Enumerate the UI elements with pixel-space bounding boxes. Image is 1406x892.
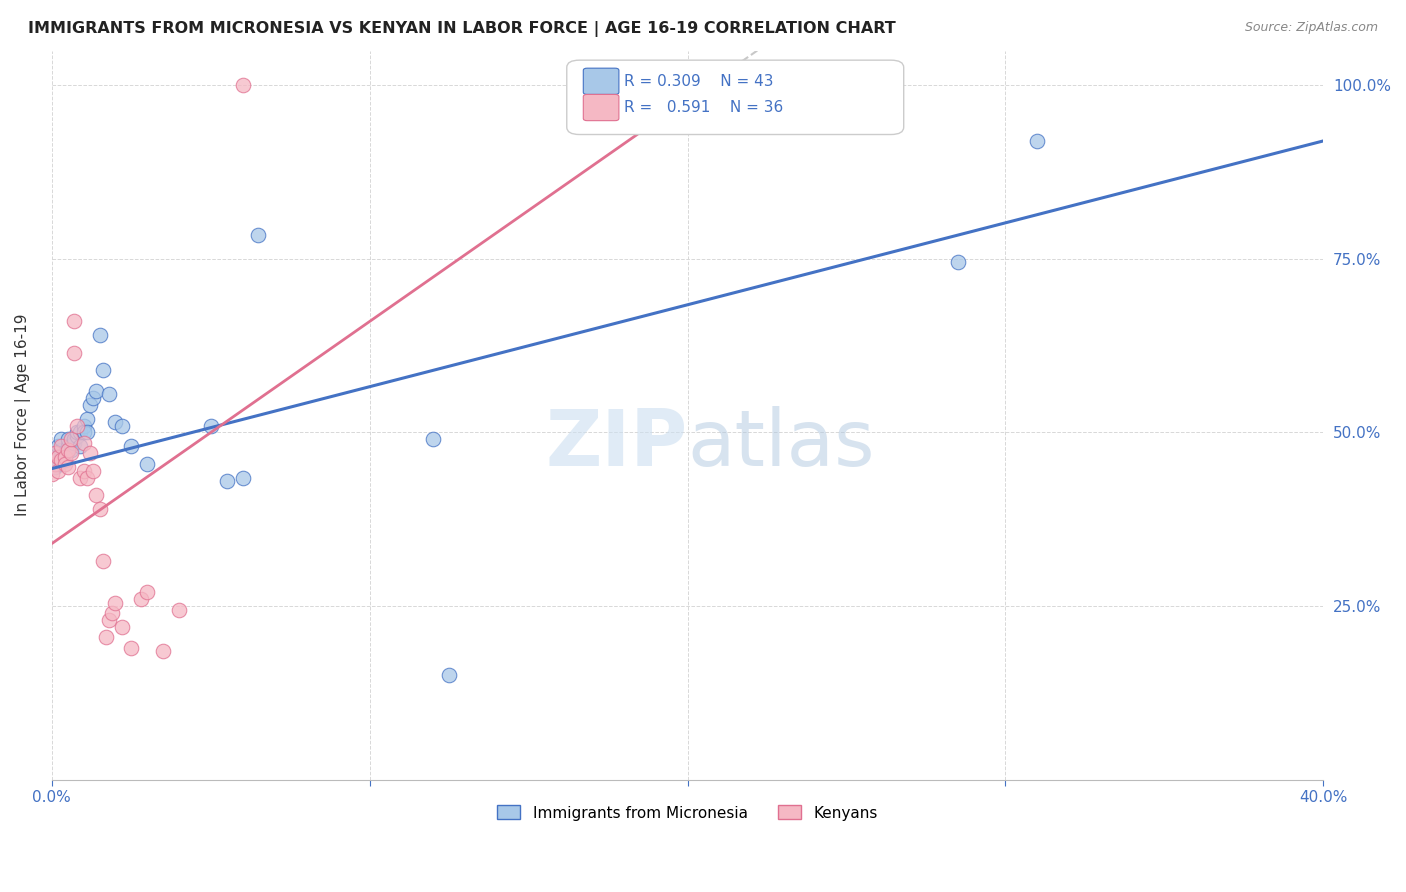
Point xyxy=(76,425,98,440)
Point xyxy=(167,602,190,616)
Point xyxy=(72,436,94,450)
Point xyxy=(232,78,254,93)
Point xyxy=(136,585,159,599)
Point xyxy=(59,433,82,447)
Point xyxy=(247,227,270,242)
Point xyxy=(86,488,108,502)
Point xyxy=(59,439,82,453)
Point xyxy=(72,425,94,440)
Point xyxy=(51,453,73,467)
Point xyxy=(66,429,89,443)
Point xyxy=(69,425,91,440)
Point xyxy=(104,415,127,429)
Point xyxy=(56,442,79,457)
Point xyxy=(63,345,86,359)
Point xyxy=(98,613,121,627)
Point xyxy=(44,446,66,460)
Point xyxy=(76,470,98,484)
Point xyxy=(94,630,117,644)
Point xyxy=(120,640,142,655)
Point xyxy=(53,453,76,467)
Point xyxy=(59,442,82,457)
Text: ZIP: ZIP xyxy=(546,406,688,483)
Point xyxy=(56,433,79,447)
Point xyxy=(41,467,63,482)
Point xyxy=(46,450,69,464)
Point xyxy=(44,457,66,471)
Point xyxy=(46,464,69,478)
Point xyxy=(82,391,104,405)
Point xyxy=(66,418,89,433)
Point xyxy=(59,446,82,460)
Point xyxy=(98,387,121,401)
Point xyxy=(46,439,69,453)
Point xyxy=(63,436,86,450)
Point xyxy=(946,255,969,269)
Point xyxy=(56,439,79,453)
Point xyxy=(53,450,76,464)
Point xyxy=(53,457,76,471)
Point xyxy=(82,464,104,478)
Text: R = 0.309    N = 43: R = 0.309 N = 43 xyxy=(624,74,773,89)
Point xyxy=(63,433,86,447)
Point xyxy=(79,446,101,460)
Point xyxy=(1026,134,1049,148)
Text: IMMIGRANTS FROM MICRONESIA VS KENYAN IN LABOR FORCE | AGE 16-19 CORRELATION CHAR: IMMIGRANTS FROM MICRONESIA VS KENYAN IN … xyxy=(28,21,896,37)
FancyBboxPatch shape xyxy=(583,95,619,120)
Point xyxy=(56,460,79,475)
Point xyxy=(79,398,101,412)
Point xyxy=(86,384,108,398)
Point xyxy=(89,501,111,516)
Point xyxy=(111,620,134,634)
Text: atlas: atlas xyxy=(688,406,875,483)
Point xyxy=(120,439,142,453)
Point xyxy=(41,457,63,471)
Point xyxy=(101,606,124,620)
Point xyxy=(91,363,114,377)
Point xyxy=(437,668,460,682)
Point xyxy=(66,425,89,440)
Point xyxy=(46,457,69,471)
Y-axis label: In Labor Force | Age 16-19: In Labor Force | Age 16-19 xyxy=(15,314,31,516)
Text: R =   0.591    N = 36: R = 0.591 N = 36 xyxy=(624,100,783,115)
Point xyxy=(44,460,66,475)
Point xyxy=(89,328,111,343)
Point xyxy=(200,418,222,433)
Point xyxy=(76,411,98,425)
Point xyxy=(56,442,79,457)
FancyBboxPatch shape xyxy=(583,68,619,95)
FancyBboxPatch shape xyxy=(567,60,904,135)
Point xyxy=(51,442,73,457)
Point xyxy=(215,474,238,488)
Point xyxy=(72,464,94,478)
Point xyxy=(422,433,444,447)
Point xyxy=(69,439,91,453)
Point xyxy=(51,450,73,464)
Point xyxy=(104,596,127,610)
Point xyxy=(51,433,73,447)
Legend: Immigrants from Micronesia, Kenyans: Immigrants from Micronesia, Kenyans xyxy=(491,799,884,827)
Point xyxy=(51,439,73,453)
Point xyxy=(91,554,114,568)
Point xyxy=(44,446,66,460)
Point xyxy=(111,418,134,433)
Point xyxy=(53,446,76,460)
Text: Source: ZipAtlas.com: Source: ZipAtlas.com xyxy=(1244,21,1378,34)
Point xyxy=(72,418,94,433)
Point xyxy=(232,470,254,484)
Point xyxy=(136,457,159,471)
Point xyxy=(63,314,86,328)
Point xyxy=(152,644,174,658)
Point xyxy=(129,592,152,607)
Point xyxy=(69,470,91,484)
